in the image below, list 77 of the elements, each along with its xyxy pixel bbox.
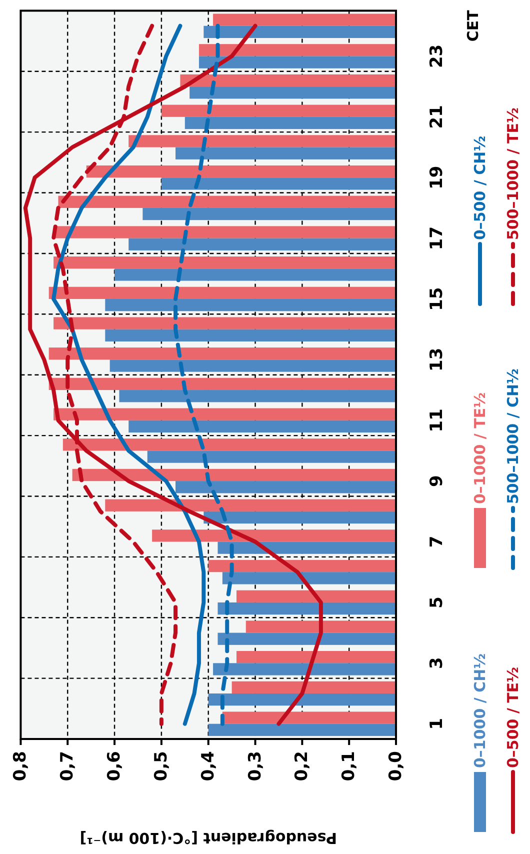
bar: [218, 632, 396, 645]
text: 500–1000 / TE½: [504, 108, 522, 240]
text: 0–500 / TE½: [504, 666, 522, 768]
y-tick-label: 13: [427, 348, 447, 372]
y-tick-label: 15: [427, 287, 447, 311]
y-tick-label: 19: [427, 166, 447, 190]
bar: [54, 317, 396, 330]
bar: [208, 724, 396, 736]
bar: [190, 86, 396, 99]
bar: [54, 256, 396, 269]
y-tick-label: 7: [427, 536, 447, 548]
x-tick-label: 0,3: [245, 751, 266, 782]
bar: [204, 511, 396, 524]
bar: [54, 408, 396, 420]
x-tick-label: 0,5: [151, 751, 172, 782]
bar: [72, 468, 396, 482]
bar: [105, 329, 396, 342]
bar: [58, 196, 396, 208]
bar: [236, 650, 396, 664]
bar: [142, 208, 396, 220]
x-tick-label: 0,4: [198, 750, 218, 782]
bar: [246, 620, 396, 633]
bar: [198, 56, 396, 68]
x-tick-label: 0,1: [339, 751, 360, 782]
bar: [236, 590, 396, 602]
bar: [213, 663, 396, 676]
y-tick-label: 3: [427, 657, 447, 670]
y-tick-label: 5: [427, 596, 447, 608]
bar: [161, 104, 396, 117]
x-tick-label: 0,0: [386, 750, 406, 782]
bar: [152, 530, 396, 542]
bar: [86, 165, 396, 178]
bar: [48, 286, 396, 299]
bar: [198, 44, 396, 56]
y-tick-label: 11: [427, 408, 447, 432]
bar: [110, 360, 396, 372]
bar: [128, 420, 396, 433]
bar: [119, 390, 396, 402]
bar: [180, 74, 396, 87]
y-tick-label: 17: [427, 226, 447, 250]
bar: [213, 14, 396, 26]
bar: [62, 438, 396, 451]
bar: [208, 693, 396, 706]
bar: [222, 712, 396, 724]
y-tick-label: 9: [427, 475, 447, 487]
bar: [218, 542, 396, 554]
text: 500–1000 / CH½: [504, 368, 522, 504]
x-tick-label: 0,2: [292, 751, 312, 782]
bar: [48, 378, 396, 390]
x-axis-title: Pseudogradient [°C·(100 m)⁻¹]: [80, 829, 337, 847]
text: 0–500 / CH½: [471, 136, 489, 240]
bar: [184, 116, 396, 130]
bar: [176, 147, 396, 160]
bar: [147, 450, 396, 463]
y-tick-label: 23: [427, 44, 447, 68]
x-tick-label: 0,8: [10, 751, 31, 782]
text: 0–1000 / TE½: [471, 392, 489, 504]
bar: [54, 226, 396, 238]
bar: [204, 26, 396, 38]
y-axis-title: CET: [464, 9, 482, 42]
bar: [176, 481, 396, 494]
bar: [128, 238, 396, 250]
bar: [208, 560, 396, 572]
bar: [222, 572, 396, 584]
bar: [128, 135, 396, 148]
bar: [218, 602, 396, 615]
y-tick-label: 1: [427, 718, 447, 730]
y-tick-label: 21: [427, 105, 447, 129]
bar: [232, 681, 396, 694]
bar: [161, 178, 396, 190]
bar: [114, 268, 396, 281]
text: 0–1000 / CH½: [471, 653, 489, 768]
x-tick-label: 0,7: [58, 751, 78, 782]
bar: [48, 348, 396, 360]
bar: [105, 298, 396, 312]
x-tick-label: 0,6: [104, 751, 125, 782]
bar: [105, 499, 396, 512]
